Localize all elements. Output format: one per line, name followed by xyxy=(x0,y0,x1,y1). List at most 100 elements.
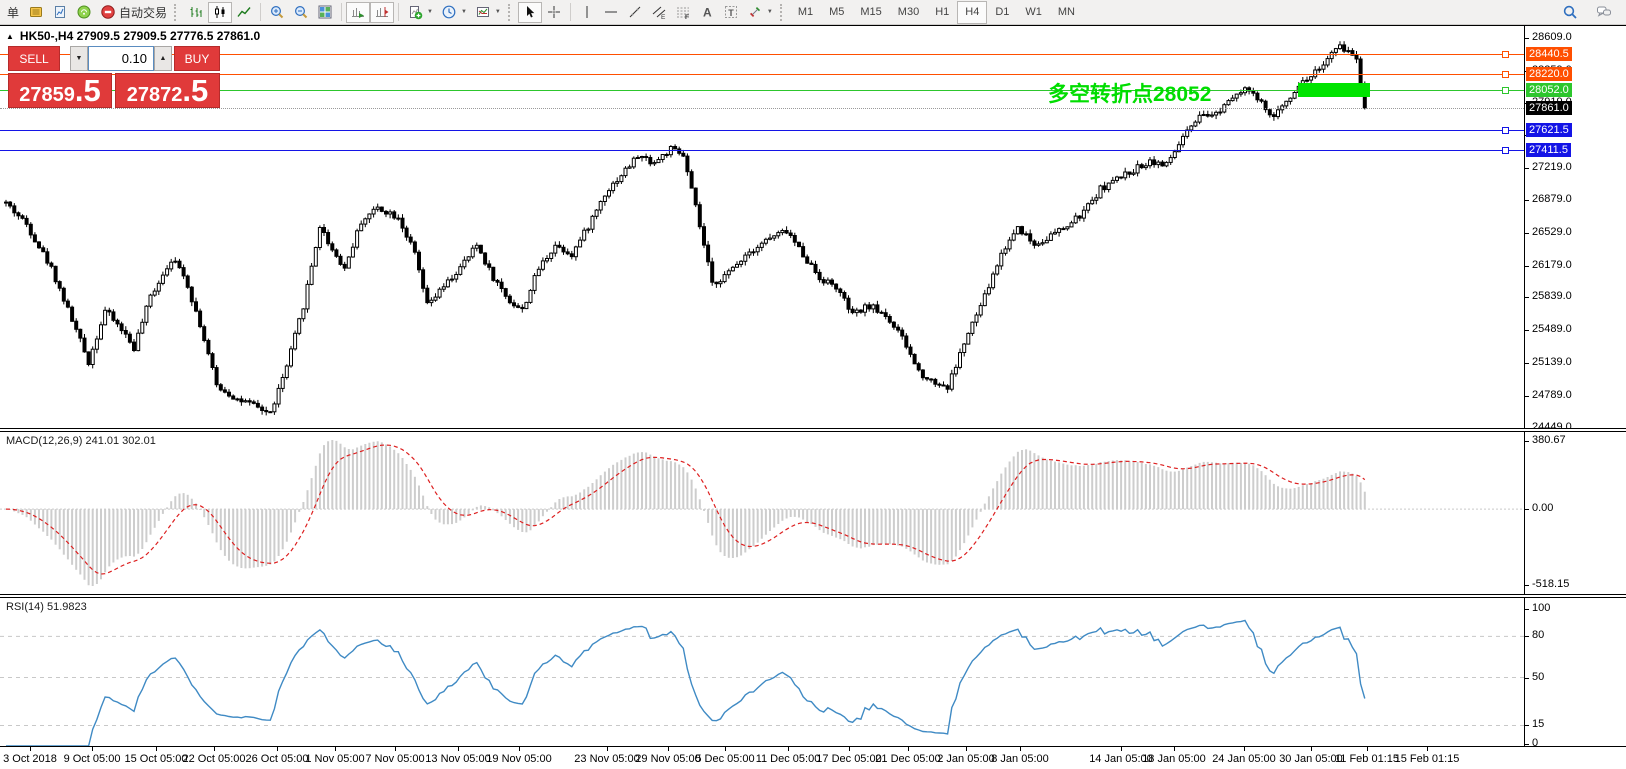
price-chart-pane[interactable]: 多空转折点28052 ▲ HK50-,H4 27909.5 27909.5 27… xyxy=(0,26,1626,433)
time-tick xyxy=(908,747,909,751)
macd-axis[interactable]: 380.67 0.00 -518.15 xyxy=(1524,432,1626,594)
new-order-button[interactable]: 单 xyxy=(2,2,24,23)
macd-tick xyxy=(1525,441,1529,442)
macd-plot-area[interactable]: MACD(12,26,9) 241.01 302.01 xyxy=(0,432,1524,594)
toolbar-grip[interactable] xyxy=(779,3,785,21)
candlestick-button[interactable] xyxy=(208,1,233,23)
time-tick-label: 30 Jan 05:00 xyxy=(1279,753,1343,765)
sell-price[interactable]: 27859.5 xyxy=(8,73,112,108)
chart-annotation-text[interactable]: 多空转折点28052 xyxy=(1048,83,1212,106)
price-tick xyxy=(1525,297,1529,298)
text-label-button[interactable]: T xyxy=(719,2,743,23)
horizontal-level-line[interactable] xyxy=(0,150,1524,151)
level-line-handle[interactable] xyxy=(1502,147,1509,154)
crosshair-button[interactable] xyxy=(542,2,566,23)
equidistant-channel-button[interactable]: E xyxy=(647,2,671,23)
price-axis[interactable]: 28609.028259.027919.027569.027219.026879… xyxy=(1524,26,1626,433)
line-chart-button[interactable] xyxy=(232,2,256,23)
navigator-button[interactable] xyxy=(48,2,72,23)
signal-button[interactable] xyxy=(72,2,96,23)
level-line-handle[interactable] xyxy=(1502,127,1509,134)
zoom-out-icon xyxy=(295,5,308,19)
timeframe-button-M15[interactable]: M15 xyxy=(860,6,882,18)
chevron-down-icon[interactable]: ▼ xyxy=(427,9,433,15)
level-line-handle[interactable] xyxy=(1502,71,1509,78)
fibonacci-icon: F xyxy=(676,7,689,20)
sell-button[interactable]: SELL xyxy=(8,46,60,71)
horizontal-level-line[interactable] xyxy=(0,130,1524,131)
horizontal-level-line[interactable] xyxy=(0,74,1524,75)
periods-button[interactable]: ▼ xyxy=(437,2,471,23)
toolbar-grip[interactable] xyxy=(507,3,513,21)
trendline-button[interactable] xyxy=(623,2,647,23)
price-plot-area[interactable]: 多空转折点28052 ▲ HK50-,H4 27909.5 27909.5 27… xyxy=(0,26,1524,428)
text-button[interactable]: A xyxy=(695,2,719,23)
search-button[interactable] xyxy=(1558,2,1582,23)
macd-tick-label: 380.67 xyxy=(1532,434,1566,446)
rsi-tick xyxy=(1525,678,1529,679)
time-axis[interactable]: 3 Oct 2018 9 Oct 05:00 15 Oct 05:00 22 Oct … xyxy=(0,746,1626,769)
chart-shift-button[interactable] xyxy=(370,1,395,23)
timeframe-button-D1[interactable]: D1 xyxy=(995,6,1010,18)
horizontal-line-button[interactable] xyxy=(599,2,623,23)
bar-chart-button[interactable] xyxy=(184,2,208,23)
rsi-plot-area[interactable]: RSI(14) 51.9823 xyxy=(0,598,1524,746)
timeframe-button-W1[interactable]: W1 xyxy=(1025,6,1042,18)
toolbar-separator xyxy=(260,3,262,21)
level-line-handle[interactable] xyxy=(1502,51,1509,58)
tile-windows-button[interactable] xyxy=(313,2,337,23)
new-chart-button[interactable]: ▼ xyxy=(403,2,437,23)
time-tick xyxy=(156,747,157,751)
pane-divider[interactable] xyxy=(0,594,1626,598)
price-tick xyxy=(1525,396,1529,397)
vertical-line-button[interactable] xyxy=(575,2,599,23)
horizontal-level-line[interactable] xyxy=(0,54,1524,55)
chevron-down-icon[interactable]: ▼ xyxy=(766,9,773,15)
horizontal-level-line[interactable] xyxy=(0,108,1524,109)
macd-pane[interactable]: MACD(12,26,9) 241.01 302.01 380.67 0.00 -5… xyxy=(0,432,1626,594)
zoom-out-button[interactable] xyxy=(289,2,313,23)
chat-button[interactable] xyxy=(1592,2,1616,23)
pane-divider[interactable] xyxy=(0,428,1626,432)
level-line-handle[interactable] xyxy=(1502,87,1509,94)
toolbar-grip[interactable] xyxy=(174,3,179,21)
chevron-down-icon[interactable]: ▼ xyxy=(460,9,467,15)
volume-increase-button[interactable]: ▲ xyxy=(154,46,172,71)
time-tick-label: 29 Nov 05:00 xyxy=(635,753,701,765)
timeframe-button-M30[interactable]: M30 xyxy=(897,6,920,18)
timeframe-button-H1[interactable]: H1 xyxy=(935,6,950,18)
highlight-rectangle[interactable] xyxy=(1298,83,1370,97)
time-tick-label: 5 Dec 05:00 xyxy=(695,753,755,765)
zoom-in-button[interactable] xyxy=(265,2,289,23)
time-tick xyxy=(1367,747,1368,751)
auto-scroll-button[interactable] xyxy=(346,1,371,23)
time-tick xyxy=(458,747,459,751)
shapes-button[interactable]: ▼ xyxy=(743,2,777,23)
horizontal-level-line[interactable] xyxy=(0,90,1524,91)
time-tick xyxy=(519,747,520,751)
timeframe-button-M1[interactable]: M1 xyxy=(797,6,814,18)
buy-price[interactable]: 27872.5 xyxy=(115,73,220,108)
timeframe-button-MN[interactable]: MN xyxy=(1057,6,1075,18)
buy-button[interactable]: BUY xyxy=(174,46,220,71)
timeframe-button-H4[interactable]: H4 xyxy=(957,0,988,24)
timeframe-button-M5[interactable]: M5 xyxy=(829,6,845,18)
volume-decrease-button[interactable]: ▼ xyxy=(70,46,88,71)
market-watch-button[interactable] xyxy=(24,2,48,23)
fibonacci-button[interactable]: F xyxy=(671,2,695,23)
chevron-down-icon[interactable]: ▼ xyxy=(494,9,501,15)
rsi-axis[interactable]: 100 80 50 15 0 xyxy=(1524,598,1626,749)
candlestick-chart[interactable] xyxy=(0,26,1524,428)
autotrading-button[interactable]: 自动交易 xyxy=(96,2,171,23)
templates-button[interactable]: ▼ xyxy=(471,2,505,23)
collapse-arrow-icon[interactable]: ▲ xyxy=(6,31,14,41)
volume-input[interactable] xyxy=(88,46,154,71)
price-level-tag: 27621.5 xyxy=(1526,123,1572,137)
rsi-tick xyxy=(1525,744,1529,745)
toolbar-button-label: 自动交易 xyxy=(119,5,168,20)
svg-text:E: E xyxy=(661,14,666,20)
time-tick-label: 14 Jan 05:00 xyxy=(1089,753,1153,765)
text-label-icon: T xyxy=(724,6,737,18)
rsi-pane[interactable]: RSI(14) 51.9823 100 80 50 15 0 xyxy=(0,598,1626,749)
cursor-button[interactable] xyxy=(517,1,542,23)
